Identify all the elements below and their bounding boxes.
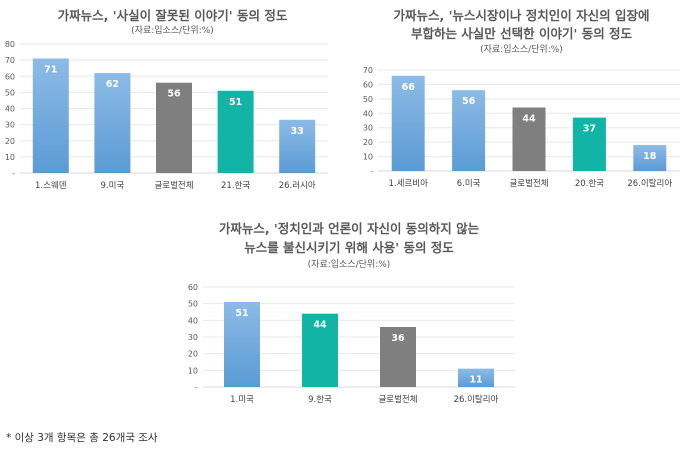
chart-3-title-line-2: 뉴스를 불신시키기 위해 사용' 동의 정도 — [244, 240, 454, 255]
bar — [217, 90, 254, 173]
data-label: 51 — [229, 97, 242, 108]
x-tick-label: 1.스웨덴 — [35, 180, 67, 191]
bar — [391, 75, 425, 171]
y-tick-label: 50 — [5, 88, 15, 97]
y-tick-label: 50 — [188, 300, 198, 309]
data-label: 66 — [402, 82, 416, 93]
data-label: 33 — [291, 126, 304, 137]
y-tick-label: - — [370, 167, 373, 176]
x-tick-label: 글로벌전체 — [378, 394, 417, 405]
y-tick-label: - — [195, 383, 198, 392]
data-label: 37 — [583, 124, 596, 135]
chart-2-plot: - 10 20 30 40 50 60 70 66 1.세르비아 56 6.미국 44 글로벌전체 37 20… — [363, 66, 680, 189]
x-tick-label: 26.러시아 — [279, 180, 316, 191]
chart-3-subtitle: (자료:입소스/단위:%) — [307, 260, 391, 270]
footnote: * 이상 3개 항목은 총 26개국 조사 — [6, 432, 158, 444]
bar — [94, 73, 131, 173]
bar — [512, 107, 546, 171]
data-label: 56 — [167, 89, 181, 100]
y-tick-label: 20 — [188, 350, 198, 359]
y-tick-label: 40 — [363, 109, 373, 118]
bar — [452, 90, 486, 171]
chart-1-plot: - 10 20 30 40 50 60 70 80 71 1.스웨덴 62 9.미국 56 글로벌전체 51 2… — [5, 40, 328, 191]
y-tick-label: 60 — [5, 72, 15, 81]
data-label: 51 — [235, 308, 248, 319]
chart-2-title-line-1: 가짜뉴스, '뉴스시장이나 정치인이 자신의 입장에 — [393, 8, 650, 23]
y-tick-label: 10 — [5, 153, 15, 162]
bar — [380, 327, 416, 387]
data-label: 11 — [469, 375, 482, 386]
x-tick-label: 1.미국 — [230, 395, 254, 405]
chart-1-title: 가짜뉴스, '사실이 잘못된 이야기' 동의 정도 — [57, 8, 288, 23]
chart-panel-1: 가짜뉴스, '사실이 잘못된 이야기' 동의 정도 (자료:입소스/단위:%) … — [0, 0, 345, 200]
bar — [224, 302, 260, 387]
bar — [32, 58, 69, 174]
y-tick-label: 10 — [188, 366, 198, 375]
data-label: 18 — [643, 151, 657, 162]
bar — [633, 145, 667, 171]
chart-panel-2: 가짜뉴스, '뉴스시장이나 정치인이 자신의 입장에 부합하는 사실만 선택한 … — [345, 0, 698, 200]
data-label: 44 — [313, 320, 327, 331]
x-tick-label: 26.이탈리아 — [454, 394, 499, 405]
bar — [302, 313, 338, 387]
x-tick-label: 21.한국 — [221, 181, 250, 191]
chart-2-title-line-2: 부합하는 사실만 선택한 이야기' 동의 정도 — [410, 26, 633, 41]
x-tick-label: 9.미국 — [101, 181, 125, 191]
x-tick-label: 26.이탈리아 — [627, 178, 672, 189]
chart-1-subtitle: (자료:입소스/단위:%) — [131, 26, 214, 36]
y-tick-label: 80 — [5, 40, 15, 49]
data-label: 71 — [44, 65, 57, 76]
y-tick-label: 40 — [5, 105, 15, 114]
y-tick-label: 60 — [188, 283, 198, 292]
y-tick-label: 20 — [363, 138, 373, 147]
x-tick-label: 9.한국 — [308, 395, 332, 405]
y-tick-label: 70 — [5, 56, 15, 65]
y-tick-label: 30 — [5, 121, 15, 130]
y-tick-label: 50 — [363, 95, 373, 104]
y-tick-label: 70 — [363, 66, 373, 75]
bar — [572, 117, 606, 171]
y-tick-label: 30 — [188, 333, 198, 342]
x-tick-label: 1.세르비아 — [389, 178, 429, 189]
x-tick-label: 20.한국 — [575, 179, 604, 189]
bar — [279, 119, 316, 173]
data-label: 56 — [462, 96, 476, 107]
chart-panel-3: 가짜뉴스, '정치인과 언론이 자신이 동의하지 않는 뉴스를 불신시키기 위해… — [0, 210, 698, 420]
chart-3-plot: - 10 20 30 40 50 60 51 1.미국 44 9.한국 36 글로벌전체 11 26.이탈리… — [188, 283, 515, 405]
x-tick-label: 6.미국 — [457, 179, 481, 189]
data-label: 62 — [106, 79, 119, 90]
data-label: 44 — [522, 114, 536, 125]
x-tick-label: 글로벌전체 — [509, 178, 548, 189]
y-tick-label: 20 — [5, 137, 15, 146]
y-tick-label: 30 — [363, 124, 373, 133]
chart-2-subtitle: (자료:입소스/단위:%) — [480, 45, 563, 55]
y-tick-label: 10 — [363, 153, 373, 162]
data-label: 36 — [391, 333, 405, 344]
y-tick-label: - — [12, 169, 15, 178]
chart-3-title-line-1: 가짜뉴스, '정치인과 언론이 자신이 동의하지 않는 — [218, 221, 480, 236]
bar — [156, 82, 192, 173]
y-tick-label: 40 — [188, 316, 198, 325]
y-tick-label: 60 — [363, 80, 373, 89]
x-tick-label: 글로벌전체 — [154, 180, 193, 191]
bar — [458, 368, 494, 387]
